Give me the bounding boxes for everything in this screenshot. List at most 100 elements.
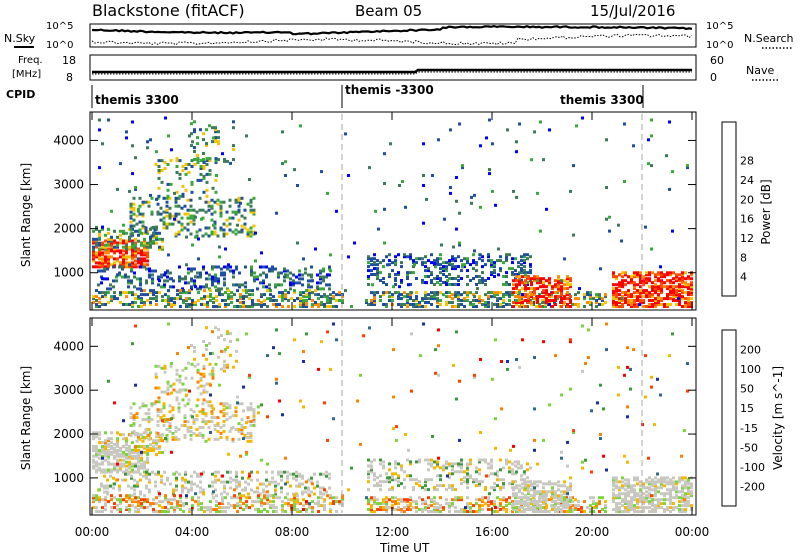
heatmap-cell bbox=[563, 297, 566, 301]
heatmap-cell bbox=[650, 164, 653, 168]
heatmap-cell bbox=[678, 295, 681, 299]
heatmap-cell bbox=[95, 299, 98, 302]
heatmap-cell bbox=[199, 474, 202, 478]
heatmap-cell bbox=[118, 486, 121, 490]
heatmap-cell bbox=[521, 510, 524, 513]
heatmap-cell bbox=[400, 279, 403, 282]
heatmap-cell bbox=[648, 488, 651, 492]
heatmap-cell bbox=[595, 299, 598, 302]
heatmap-cell bbox=[107, 449, 110, 452]
heatmap-cell bbox=[292, 281, 295, 285]
heatmap-cell bbox=[180, 228, 184, 232]
heatmap-cell bbox=[240, 214, 244, 218]
heatmap-cell bbox=[455, 330, 458, 334]
heatmap-cell bbox=[636, 494, 639, 498]
heatmap-cell bbox=[460, 496, 463, 500]
heatmap-cell bbox=[158, 447, 161, 451]
heatmap-cell bbox=[140, 253, 143, 257]
heatmap-cell bbox=[174, 204, 178, 208]
heatmap-cell bbox=[296, 508, 299, 511]
heatmap-cell bbox=[234, 212, 238, 216]
heatmap-cell bbox=[526, 468, 529, 472]
heatmap-cell bbox=[260, 403, 263, 407]
heatmap-cell bbox=[184, 388, 188, 392]
heatmap-cell bbox=[415, 297, 418, 301]
heatmap-cell bbox=[497, 247, 500, 251]
heatmap-cell bbox=[657, 506, 660, 510]
heatmap-cell bbox=[624, 482, 627, 486]
heatmap-cell bbox=[648, 271, 651, 275]
heatmap-cell bbox=[633, 283, 636, 287]
heatmap-cell bbox=[322, 275, 325, 279]
heatmap-cell bbox=[648, 494, 651, 498]
heatmap-cell bbox=[684, 301, 687, 304]
heatmap-cell bbox=[560, 498, 563, 502]
heatmap-cell bbox=[155, 496, 158, 500]
heatmap-cell bbox=[163, 273, 166, 277]
heatmap-cell bbox=[119, 464, 122, 468]
heatmap-cell bbox=[125, 470, 128, 474]
heatmap-cell bbox=[232, 365, 235, 369]
heatmap-cell bbox=[304, 267, 307, 271]
heatmap-cell bbox=[167, 301, 170, 304]
heatmap-cell bbox=[621, 492, 624, 496]
heatmap-cell bbox=[542, 438, 545, 442]
heatmap-cell bbox=[630, 496, 633, 500]
heatmap-cell bbox=[454, 267, 457, 271]
heatmap-cell bbox=[131, 263, 134, 267]
heatmap-cell bbox=[292, 472, 295, 476]
heatmap-cell bbox=[128, 466, 131, 470]
heatmap-cell bbox=[235, 359, 238, 363]
heatmap-cell bbox=[584, 362, 587, 365]
heatmap-cell bbox=[284, 482, 287, 486]
heatmap-cell bbox=[152, 447, 155, 451]
heatmap-cell bbox=[293, 305, 296, 308]
heatmap-cell bbox=[617, 223, 620, 227]
heatmap-cell bbox=[121, 265, 124, 269]
heatmap-cell bbox=[131, 249, 134, 253]
heatmap-cell bbox=[281, 504, 284, 508]
heatmap-cell bbox=[190, 285, 193, 289]
heatmap-cell bbox=[508, 482, 511, 486]
heatmap-cell bbox=[490, 273, 493, 276]
heatmap-cell bbox=[134, 187, 137, 191]
heatmap-cell bbox=[520, 464, 523, 468]
heatmap-cell bbox=[455, 227, 458, 231]
heatmap-cell bbox=[687, 502, 690, 506]
heatmap-cell bbox=[156, 420, 160, 424]
heatmap-cell bbox=[639, 500, 642, 504]
heatmap-cell bbox=[237, 218, 241, 222]
heatmap-cell bbox=[98, 291, 101, 295]
heatmap-cell bbox=[128, 451, 131, 454]
heatmap-cell bbox=[193, 130, 196, 134]
heatmap-cell bbox=[92, 253, 95, 257]
heatmap-cell bbox=[524, 305, 527, 308]
heatmap-cell bbox=[200, 297, 203, 301]
heatmap-cell bbox=[406, 295, 409, 299]
heatmap-cell bbox=[523, 472, 526, 476]
heatmap-cell bbox=[134, 297, 137, 301]
heatmap-cell bbox=[92, 458, 95, 462]
heatmap-cell bbox=[500, 407, 503, 411]
heatmap-cell bbox=[287, 291, 290, 295]
heatmap-cell bbox=[433, 297, 436, 301]
heatmap-cell bbox=[181, 476, 184, 480]
heatmap-cell bbox=[514, 496, 517, 500]
heatmap-cell bbox=[517, 265, 520, 269]
heatmap-cell bbox=[466, 506, 469, 510]
heatmap-cell bbox=[229, 332, 232, 336]
heatmap-cell bbox=[167, 502, 170, 506]
heatmap-cell bbox=[125, 261, 128, 265]
heatmap-cell bbox=[415, 482, 418, 486]
heatmap-cell bbox=[475, 263, 478, 267]
heatmap-cell bbox=[406, 275, 409, 278]
heatmap-cell bbox=[173, 217, 176, 221]
heatmap-cell bbox=[618, 492, 621, 496]
heatmap-cell bbox=[234, 200, 238, 204]
heatmap-cell bbox=[563, 510, 566, 513]
heatmap-cell bbox=[675, 494, 678, 498]
heatmap-cell bbox=[436, 293, 439, 297]
heatmap-cell bbox=[163, 161, 167, 164]
heatmap-cell bbox=[490, 271, 493, 275]
heatmap-cell bbox=[242, 295, 245, 299]
